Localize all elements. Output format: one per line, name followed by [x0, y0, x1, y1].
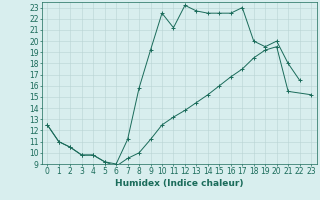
X-axis label: Humidex (Indice chaleur): Humidex (Indice chaleur) [115, 179, 244, 188]
